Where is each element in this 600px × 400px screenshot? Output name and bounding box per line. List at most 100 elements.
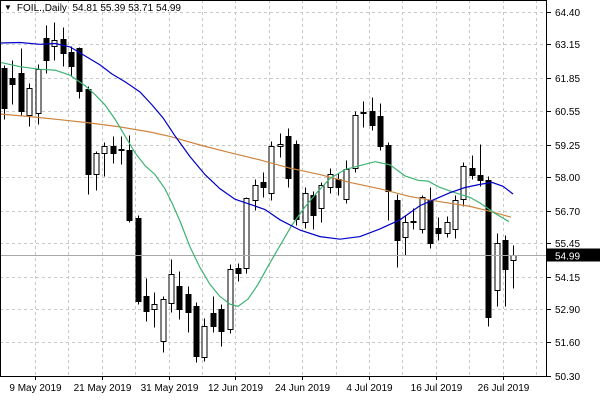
candle-body bbox=[435, 228, 442, 234]
candle-bull bbox=[494, 233, 501, 307]
candle-body bbox=[277, 144, 284, 147]
candle-body bbox=[185, 294, 192, 313]
candle-body bbox=[85, 89, 92, 175]
ma-slow-orange bbox=[0, 113, 512, 218]
candle-bear bbox=[126, 135, 133, 223]
candle-body bbox=[427, 200, 434, 244]
candle-bear bbox=[68, 46, 75, 76]
chart-symbol-period: FOIL.,Daily bbox=[16, 2, 67, 14]
candle-body bbox=[302, 193, 309, 223]
candle-bull bbox=[410, 208, 417, 230]
price-tick-label: 50.30 bbox=[555, 372, 580, 383]
candle-body bbox=[168, 274, 175, 304]
ma-fast-blue bbox=[0, 41, 514, 240]
price-tick-label: 58.00 bbox=[555, 173, 580, 184]
candle-body bbox=[76, 48, 83, 92]
candle-body bbox=[460, 166, 467, 200]
candle-bear bbox=[43, 25, 50, 74]
candle-bull bbox=[160, 296, 167, 353]
candle-body bbox=[352, 115, 359, 169]
time-tick-label: 9 May 2019 bbox=[9, 383, 62, 394]
candle-bear bbox=[285, 128, 292, 188]
candle-body bbox=[1, 68, 8, 109]
price-tick-label: 55.45 bbox=[555, 239, 580, 250]
candle-bear bbox=[485, 176, 492, 327]
candle-bear bbox=[218, 304, 225, 347]
candles bbox=[1, 22, 517, 363]
candle-body bbox=[469, 168, 476, 176]
price-tick-label: 56.70 bbox=[555, 207, 580, 218]
candle-body bbox=[369, 111, 376, 126]
candle-body bbox=[93, 153, 100, 175]
candle-body bbox=[68, 52, 75, 67]
candle-body bbox=[18, 73, 25, 112]
candle-body bbox=[110, 146, 117, 154]
candle-bear bbox=[260, 172, 267, 198]
candle-body bbox=[193, 306, 200, 357]
candle-bull bbox=[101, 142, 108, 177]
candle-body bbox=[160, 299, 167, 342]
time-tick-label: 4 Jul 2019 bbox=[346, 383, 393, 394]
candle-bear bbox=[1, 65, 8, 120]
price-axis[interactable]: 64.40 63.15 61.85 60.55 59.25 58.00 56.70 55.45… bbox=[546, 8, 580, 383]
price-tick-label: 60.55 bbox=[555, 107, 580, 118]
candle-body bbox=[377, 116, 384, 147]
candle-body bbox=[235, 268, 242, 274]
candle-bear bbox=[310, 191, 317, 230]
candle-bull bbox=[151, 292, 158, 328]
candle-body bbox=[60, 39, 67, 54]
time-tick-label: 31 May 2019 bbox=[141, 383, 199, 394]
price-tick-label: 61.85 bbox=[555, 74, 580, 85]
current-price-label-bg bbox=[547, 248, 600, 262]
candle-bear bbox=[377, 103, 384, 151]
candle-body bbox=[452, 200, 459, 230]
candle-bull bbox=[201, 318, 208, 362]
symbol-dropdown-icon[interactable]: ▼ bbox=[4, 3, 12, 12]
chart-plot-area[interactable] bbox=[0, 0, 546, 377]
candle-body bbox=[101, 146, 108, 154]
price-tick-label: 64.40 bbox=[555, 8, 580, 19]
candle-body bbox=[360, 112, 367, 114]
candle-bull bbox=[268, 141, 275, 201]
chart-header: ▼ FOIL.,Daily 54.81 55.39 53.71 54.99 bbox=[4, 2, 181, 14]
candle-body bbox=[9, 78, 16, 85]
ma-mid-green bbox=[0, 61, 510, 307]
candle-body bbox=[477, 175, 484, 181]
ohlc-high: 55.39 bbox=[100, 2, 126, 14]
candle-body bbox=[335, 179, 342, 188]
candle-body bbox=[252, 185, 259, 201]
candle-body bbox=[419, 197, 426, 230]
candle-bull bbox=[118, 136, 125, 165]
time-tick-label: 26 Jul 2019 bbox=[478, 383, 530, 394]
time-axis[interactable]: 9 May 2019 21 May 2019 31 May 2019 12 Jun 2… bbox=[9, 376, 530, 394]
candle-bull bbox=[402, 216, 409, 256]
candle-body bbox=[43, 38, 50, 61]
candle-bull bbox=[460, 162, 467, 207]
candle-body bbox=[118, 149, 125, 151]
price-tick-label: 59.25 bbox=[555, 141, 580, 152]
plot-frame bbox=[0, 0, 547, 377]
price-tick-label: 52.90 bbox=[555, 305, 580, 316]
time-tick-label: 16 Jul 2019 bbox=[411, 383, 463, 394]
candle-body bbox=[485, 180, 492, 318]
candle-body bbox=[126, 150, 133, 221]
candle-bull bbox=[352, 111, 359, 173]
candle-bull bbox=[168, 259, 175, 313]
candle-body bbox=[410, 221, 417, 223]
current-price-label-text: 54.99 bbox=[555, 252, 580, 263]
candle-bear bbox=[135, 215, 142, 305]
candle-bull bbox=[360, 101, 367, 128]
current-price-label: 54.99 bbox=[547, 248, 600, 263]
time-tick-label: 24 Jun 2019 bbox=[275, 383, 330, 394]
candle-body bbox=[151, 304, 158, 310]
candle-body bbox=[35, 69, 42, 114]
candle-body bbox=[143, 296, 150, 312]
candle-bear bbox=[143, 278, 150, 322]
candle-body bbox=[385, 145, 392, 192]
candle-bull bbox=[227, 264, 234, 334]
candle-bull bbox=[419, 195, 426, 234]
candle-bull bbox=[302, 187, 309, 229]
candle-bear bbox=[110, 136, 117, 164]
